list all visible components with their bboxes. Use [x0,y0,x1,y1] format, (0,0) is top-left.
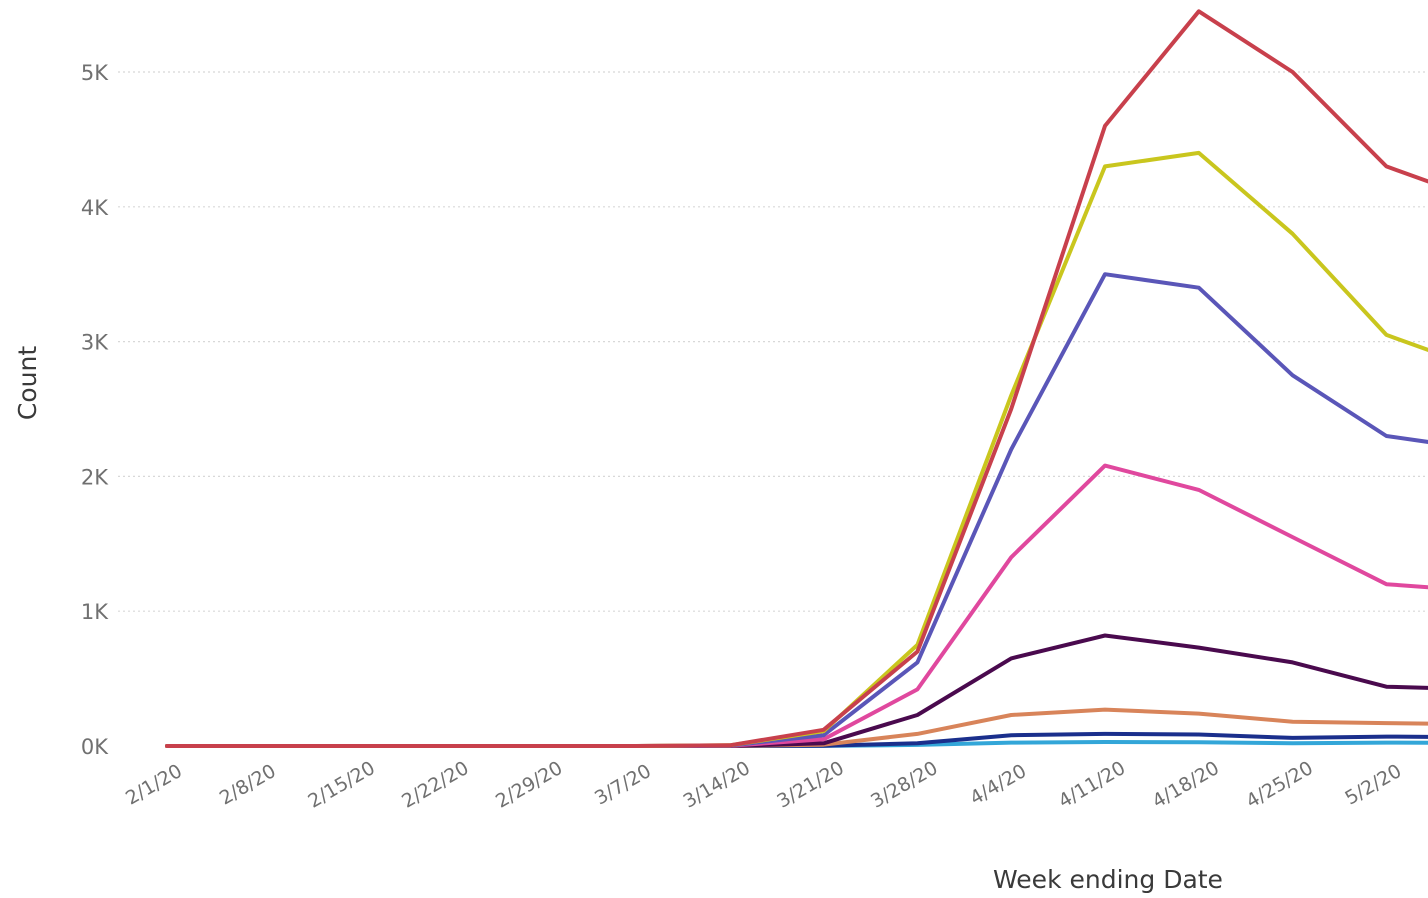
series-line-2 [165,150,1428,748]
x-axis-ticks: 2/1/20 2/8/20 2/15/20 2/22/20 2/29/20 3/7/20 3… [122,757,1405,813]
x-tick-label: 4/25/20 [1242,757,1316,813]
series-line-5 [165,633,1428,748]
series-line-4 [165,463,1428,748]
x-tick-label: 3/14/20 [680,757,754,813]
x-tick-label: 2/1/20 [122,760,186,810]
x-tick-label: 3/28/20 [867,757,941,813]
y-tick-label: 3K [81,331,109,355]
y-tick-label: 2K [81,465,109,489]
x-tick-label: 4/18/20 [1149,757,1223,813]
y-tick-label: 5K [81,61,109,85]
y-tick-label: 4K [81,196,109,220]
x-tick-label: 2/22/20 [398,757,472,813]
x-tick-label: 5/2/20 [1341,760,1405,810]
series-lines [165,9,1428,748]
y-tick-label: 0K [81,735,109,759]
y-axis-label: Count [13,346,42,420]
x-axis-label: Week ending Date [993,865,1223,894]
x-tick-label: 3/21/20 [773,757,847,813]
x-tick-label: 2/8/20 [216,760,280,810]
x-tick-label: 3/7/20 [591,760,655,810]
gridlines [118,71,1428,612]
x-tick-label: 2/29/20 [492,757,566,813]
series-line-1 [165,9,1428,748]
y-axis-ticks: 0K 1K 2K 3K 4K 5K [81,61,109,759]
x-tick-label: 4/11/20 [1055,757,1129,813]
y-tick-label: 1K [81,600,109,624]
x-tick-label: 4/4/20 [966,760,1030,810]
x-tick-label: 2/15/20 [304,757,378,813]
